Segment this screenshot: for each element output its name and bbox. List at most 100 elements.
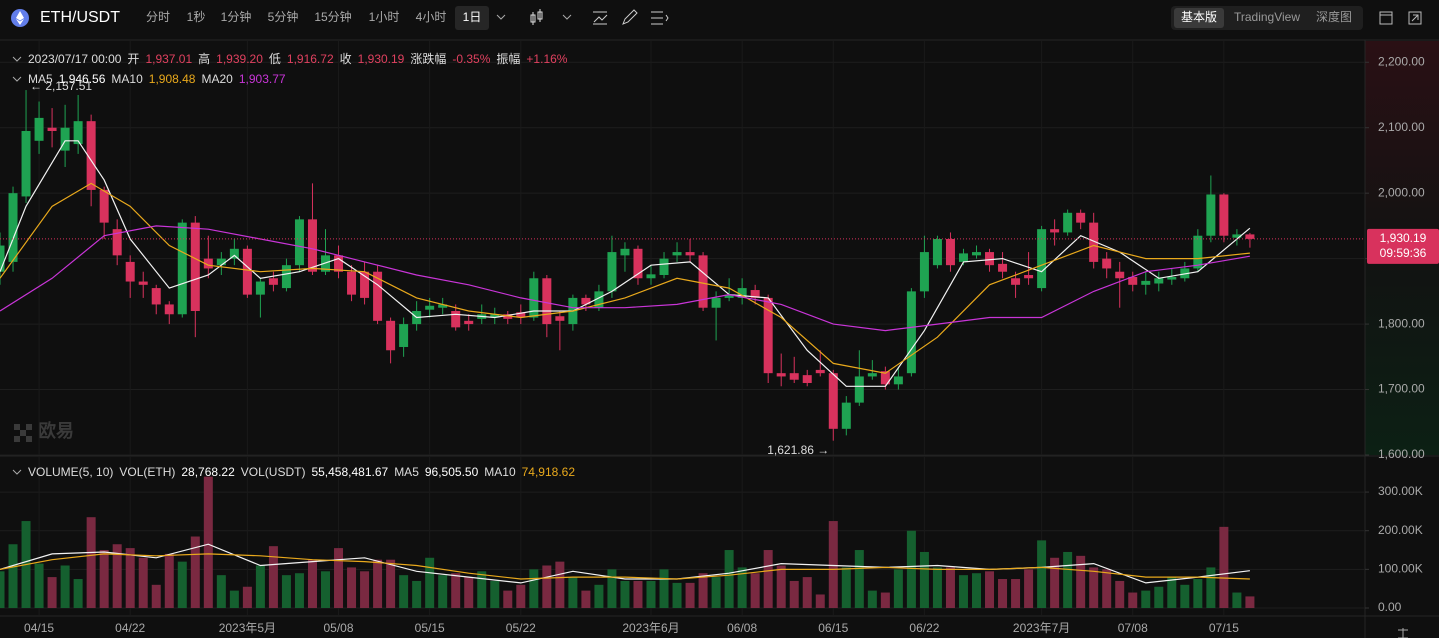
volume-bar xyxy=(1232,592,1242,608)
volume-bar xyxy=(229,590,239,608)
volume-bar xyxy=(281,575,291,608)
x-tick-label: 2023年5月 xyxy=(219,621,276,635)
candle-body xyxy=(958,253,968,262)
candle-body xyxy=(464,320,474,325)
x-tick-label: 04/22 xyxy=(115,621,145,635)
interval-button[interactable]: 1秒 xyxy=(187,10,206,24)
window-icons[interactable] xyxy=(1379,11,1422,25)
volume-bar xyxy=(425,557,435,608)
candle-body xyxy=(34,117,44,141)
candle-body xyxy=(1232,234,1242,238)
candle-body xyxy=(138,281,148,285)
interval-button[interactable]: 4小时 xyxy=(416,10,447,24)
candle-body xyxy=(906,291,916,374)
y-tick-label: 2,100.00 xyxy=(1378,120,1425,134)
volume-bar xyxy=(1024,569,1034,608)
volume-bar xyxy=(932,567,942,608)
field-value: 1,916.72 xyxy=(286,51,334,66)
volume-bar xyxy=(724,550,734,608)
volume-bar xyxy=(151,584,161,608)
field-label: VOL(USDT) xyxy=(240,465,306,479)
legend-value: 96,505.50 xyxy=(424,465,479,479)
view-button[interactable]: 深度图 xyxy=(1316,9,1352,24)
volume-bar xyxy=(321,571,330,608)
candle-body xyxy=(386,320,396,351)
collapse-caret xyxy=(12,465,22,479)
view-button[interactable]: 基本版 xyxy=(1181,10,1217,24)
candle-body xyxy=(1167,276,1177,280)
ma-line xyxy=(0,553,1250,580)
more-intervals[interactable] xyxy=(496,14,506,20)
interval-button[interactable]: 1小时 xyxy=(369,10,400,24)
volume-bar xyxy=(294,573,304,608)
interval-button[interactable]: 15分钟 xyxy=(314,9,351,24)
x-tick-label: 05/08 xyxy=(324,621,354,635)
view-button[interactable]: TradingView xyxy=(1234,10,1300,24)
volume-bar xyxy=(789,580,799,608)
volume-bar xyxy=(880,592,890,608)
candle-body xyxy=(451,310,461,328)
candle-body xyxy=(516,312,526,318)
candle-body xyxy=(164,304,174,315)
candle-body xyxy=(776,373,786,377)
interval-button[interactable]: 5分钟 xyxy=(268,9,299,24)
candle-body xyxy=(841,402,851,429)
candle-body xyxy=(1050,229,1060,233)
y-tick-label: 300.00K xyxy=(1378,484,1423,498)
candle-body xyxy=(490,314,500,318)
datetime: 2023/07/17 00:00 xyxy=(28,51,122,66)
volume-bar xyxy=(503,590,513,608)
volume-bar xyxy=(1102,569,1112,608)
volume-bar xyxy=(1141,590,1151,608)
volume-bar xyxy=(47,577,57,608)
volume-bar xyxy=(1219,526,1229,608)
volume-bar xyxy=(451,573,461,608)
chart-type-icon[interactable] xyxy=(530,9,543,25)
candle-body xyxy=(334,255,344,272)
candle-body xyxy=(919,252,929,292)
volume-bar xyxy=(307,559,317,608)
candle-body xyxy=(802,375,812,383)
volume-bar xyxy=(1037,540,1047,608)
volume-bar xyxy=(737,567,747,608)
collapse-caret xyxy=(12,72,22,86)
candle-body xyxy=(1024,274,1034,279)
volume-bar xyxy=(945,567,955,608)
candle-body xyxy=(607,252,617,292)
volume-bar xyxy=(1076,555,1086,608)
volume-bar xyxy=(477,571,487,608)
tool-icons[interactable] xyxy=(593,9,669,25)
symbol[interactable]: ETH/USDT xyxy=(40,9,120,26)
candle-body xyxy=(8,193,18,262)
candle-body xyxy=(828,373,838,429)
candle-body xyxy=(542,278,552,325)
volume-bar xyxy=(373,559,383,608)
axis-handle[interactable] xyxy=(1398,628,1408,638)
candle-body xyxy=(1128,276,1138,285)
candle-body xyxy=(633,248,643,279)
interval-button[interactable]: 1日 xyxy=(463,10,482,24)
candle-body xyxy=(177,222,187,315)
chart-type-dropdown[interactable] xyxy=(562,14,572,20)
interval-button[interactable]: 1分钟 xyxy=(221,9,252,24)
watermark: 欧易 xyxy=(38,420,74,441)
candle-body xyxy=(1089,222,1099,262)
legend-value: 1,908.48 xyxy=(148,72,196,86)
interval-button[interactable]: 分时 xyxy=(146,10,170,24)
countdown-label: 09:59:36 xyxy=(1380,246,1427,260)
legend-name: MA10 xyxy=(484,465,516,479)
volume-bar xyxy=(464,577,474,608)
volume-bar xyxy=(594,584,604,608)
volume-legend: VOLUME(5, 10) VOL(ETH) 28,768.22 VOL(USDT) 5… xyxy=(12,465,575,479)
volume-bar xyxy=(985,571,995,608)
candle-body xyxy=(229,248,239,259)
volume-bar xyxy=(268,546,278,608)
candle-body xyxy=(711,297,721,308)
field-label: VOL(ETH) xyxy=(119,465,176,479)
volume-bar xyxy=(438,575,448,608)
candle-body xyxy=(972,252,981,256)
candle-body xyxy=(307,219,317,272)
volume-bar xyxy=(1128,592,1138,608)
volume-bar xyxy=(828,521,838,608)
